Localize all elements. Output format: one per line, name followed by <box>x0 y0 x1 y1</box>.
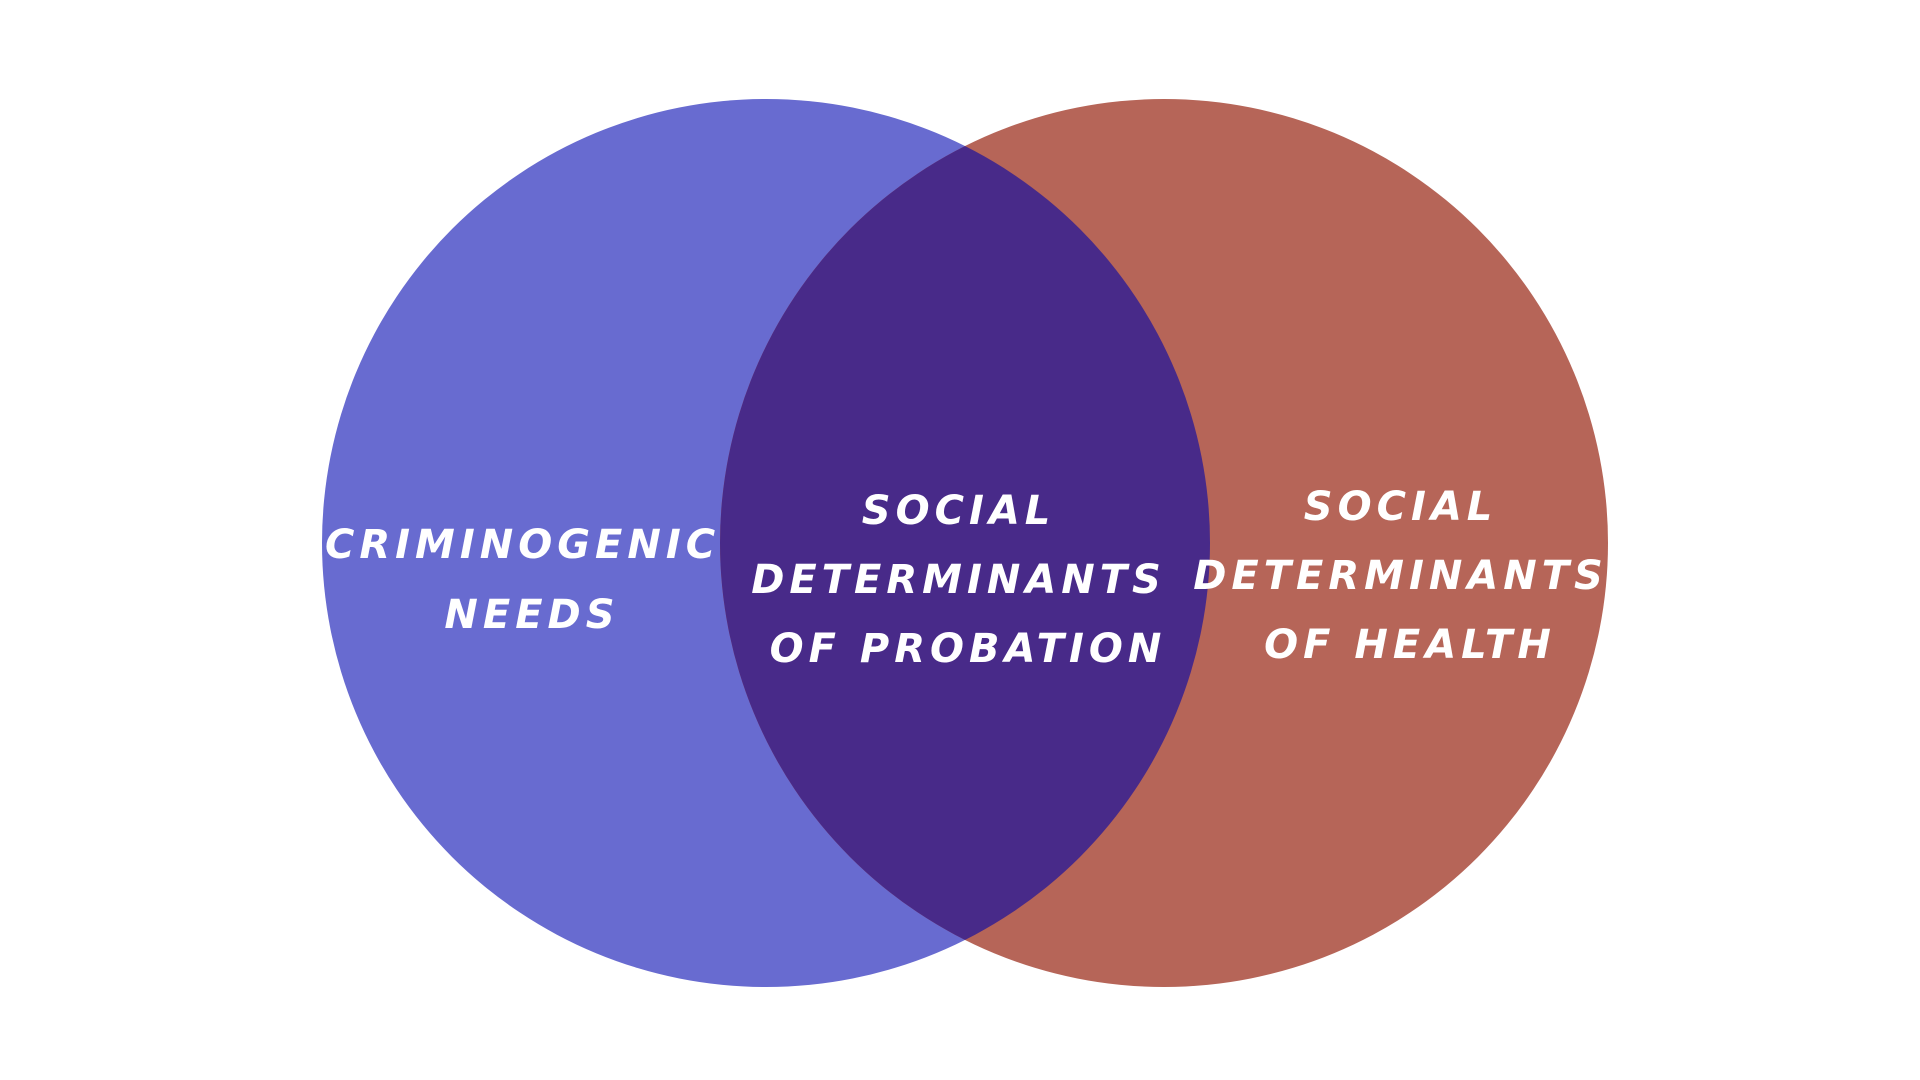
overlap-label-line-2: DETERMINANTS <box>751 557 1166 603</box>
overlap-region-social-determinants-of-probation <box>720 99 1210 987</box>
overlap-label: SOCIAL DETERMINANTS OF PROBATION <box>751 488 1185 672</box>
right-label-line-1: SOCIAL <box>1304 484 1498 530</box>
left-label-line-1: CRIMINOGENIC <box>325 522 720 568</box>
overlap-label-line-1: SOCIAL <box>862 488 1056 534</box>
left-circle-label: CRIMINOGENIC NEEDS <box>325 522 739 638</box>
right-circle-label: SOCIAL DETERMINANTS OF HEALTH <box>1193 484 1627 668</box>
right-label-line-3: OF HEALTH <box>1264 622 1556 668</box>
overlap-label-line-3: OF PROBATION <box>770 626 1167 672</box>
right-label-line-2: DETERMINANTS <box>1193 553 1608 599</box>
left-label-line-2: NEEDS <box>444 592 619 638</box>
